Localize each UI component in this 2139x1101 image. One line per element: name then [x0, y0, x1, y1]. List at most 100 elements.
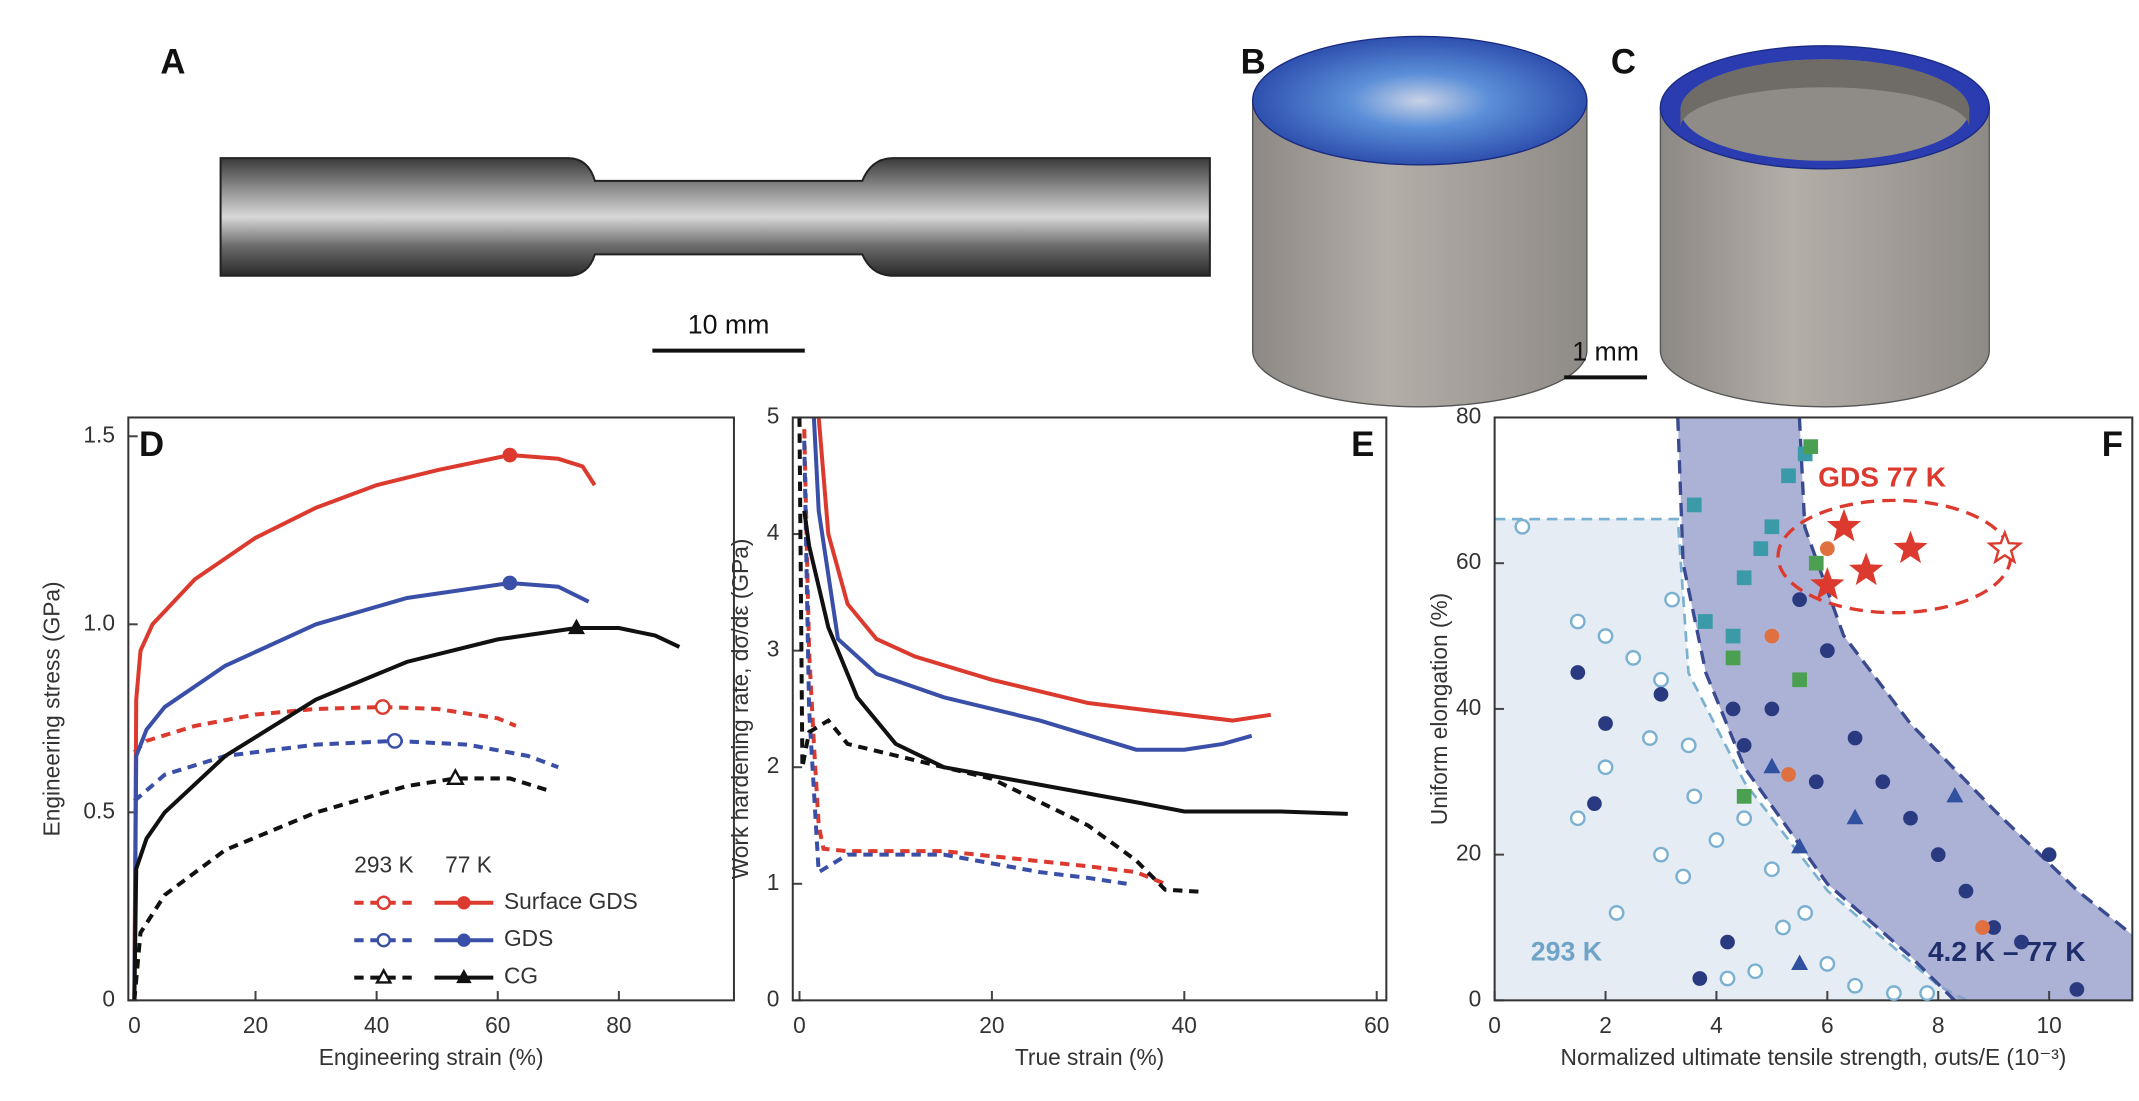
y-tick-label: 1: [767, 869, 780, 895]
legend-marker: [378, 897, 390, 909]
y-tick-label: 0: [767, 985, 780, 1011]
axis-frame: [793, 417, 1387, 1000]
line: [134, 628, 679, 1000]
marker: [2042, 848, 2055, 861]
x-tick-label: 0: [793, 1012, 806, 1038]
marker: [1571, 812, 1584, 825]
marker: [1726, 651, 1739, 664]
y-tick-label: 5: [767, 402, 780, 428]
line: [814, 417, 1252, 749]
marker: [1676, 870, 1689, 883]
marker: [1782, 469, 1795, 482]
x-tick-label: 20: [979, 1012, 1004, 1038]
x-tick-label: 8: [1932, 1012, 1945, 1038]
marker: [1876, 775, 1889, 788]
marker: [1776, 921, 1789, 934]
marker: [1682, 739, 1695, 752]
legend-label: CG: [504, 963, 538, 989]
marker: [1654, 848, 1667, 861]
marker: [1737, 739, 1750, 752]
marker: [1904, 812, 1917, 825]
plot-area: [799, 417, 1347, 891]
marker: [1721, 972, 1734, 985]
y-axis-label: Uniform elongation (%): [1426, 593, 1452, 825]
x-tick-label: 60: [1364, 1012, 1389, 1038]
annotation: GDS 77 K: [1818, 461, 1946, 492]
x-axis-label: True strain (%): [1015, 1044, 1164, 1070]
marker: [1887, 986, 1900, 999]
line: [819, 417, 1271, 720]
x-axis-label: Engineering strain (%): [319, 1044, 544, 1070]
marker: [388, 734, 401, 747]
marker: [1976, 921, 1989, 934]
marker: [1793, 593, 1806, 606]
marker: [1571, 615, 1584, 628]
panel-label: D: [139, 426, 164, 464]
line: [804, 441, 1126, 884]
x-tick-label: 0: [1488, 1012, 1501, 1038]
marker: [1810, 557, 1823, 570]
marker: [1829, 511, 1859, 540]
line: [134, 778, 546, 1000]
plot-area: [134, 455, 679, 1000]
marker: [1693, 972, 1706, 985]
x-tick-label: 40: [1172, 1012, 1197, 1038]
y-tick-label: 60: [1456, 548, 1481, 574]
marker: [1895, 533, 1925, 562]
marker: [503, 448, 516, 461]
marker: [1959, 884, 1972, 897]
x-tick-label: 6: [1821, 1012, 1834, 1038]
marker: [1765, 702, 1778, 715]
x-tick-label: 2: [1599, 1012, 1612, 1038]
line: [134, 455, 594, 1000]
y-tick-label: 80: [1456, 402, 1481, 428]
marker: [1851, 554, 1881, 583]
x-tick-label: 0: [128, 1012, 141, 1038]
figure: A 10 mm B C 1 mm 02040608000.51.01.5Engi…: [0, 0, 2139, 1101]
marker: [503, 576, 516, 589]
plot: 0204060012345True strain (%)Work hardeni…: [727, 402, 1389, 1070]
line: [134, 741, 558, 801]
y-axis-label: Work hardening rate, dσ/dε (GPa): [727, 539, 753, 880]
y-tick-label: 20: [1456, 840, 1481, 866]
marker: [1710, 833, 1723, 846]
annotation: 293 K: [1531, 937, 1603, 967]
marker: [1726, 629, 1739, 642]
annotation: 4.2 K – 77 K: [1928, 936, 2086, 967]
y-tick-label: 40: [1456, 694, 1481, 720]
y-tick-label: 3: [767, 636, 780, 662]
page: A 10 mm B C 1 mm 02040608000.51.01.5Engi…: [0, 0, 2139, 1101]
marker: [1571, 666, 1584, 679]
regions: [1495, 417, 2133, 1000]
marker: [1848, 731, 1861, 744]
scale-bar-label: 1 mm: [1572, 336, 1639, 366]
marker: [1737, 812, 1750, 825]
legend-header: 293 K: [354, 852, 413, 878]
scale-bar-label: 10 mm: [688, 310, 770, 340]
y-tick-label: 0: [102, 985, 115, 1011]
marker: [1793, 673, 1806, 686]
marker: [1737, 571, 1750, 584]
legend-header: 77 K: [445, 852, 492, 878]
marker: [1754, 542, 1767, 555]
specimen: [221, 158, 1210, 276]
panel-label: F: [2102, 426, 2123, 464]
marker: [1920, 986, 1933, 999]
marker: [1798, 906, 1811, 919]
panel-label: A: [160, 44, 185, 82]
legend-marker: [458, 897, 470, 909]
marker: [1627, 651, 1640, 664]
marker: [376, 700, 389, 713]
legend-marker: [458, 934, 470, 946]
y-axis-label: Engineering stress (GPa): [38, 581, 64, 836]
x-tick-label: 40: [364, 1012, 389, 1038]
marker: [1765, 629, 1778, 642]
panel-label: C: [1611, 44, 1636, 82]
y-tick-label: 2: [767, 752, 780, 778]
marker: [1599, 761, 1612, 774]
x-tick-label: 20: [243, 1012, 268, 1038]
y-tick-label: 1.0: [83, 609, 115, 635]
legend-label: GDS: [504, 925, 553, 951]
cylinder-hollow: [1660, 46, 1989, 407]
